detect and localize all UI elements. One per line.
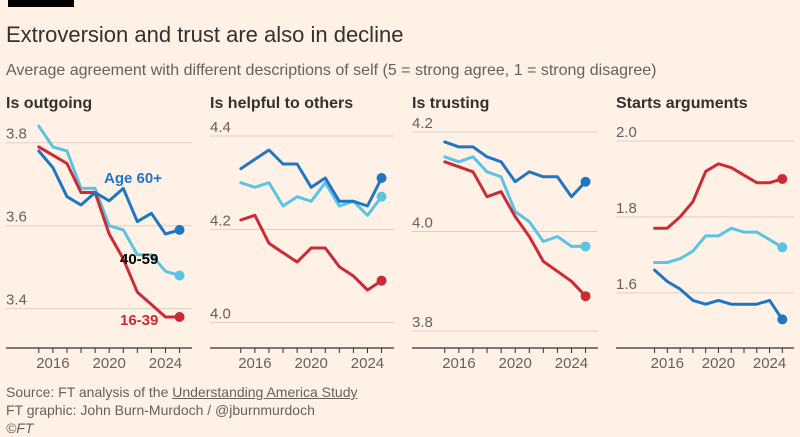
source-link[interactable]: Understanding America Study bbox=[172, 384, 358, 400]
x-tick-label: 2016 bbox=[238, 355, 271, 372]
y-tick-label: 4.0 bbox=[412, 215, 433, 232]
series-line-age-16-39 bbox=[443, 160, 588, 298]
series-line-age-16-39 bbox=[653, 162, 784, 230]
brand-bar bbox=[8, 0, 74, 7]
x-tick-label: 2024 bbox=[753, 355, 786, 372]
x-tick-label: 2020 bbox=[92, 355, 125, 372]
series-line-age-60-plus bbox=[653, 268, 784, 321]
x-tick-label: 2024 bbox=[351, 355, 384, 372]
credit-line: FT graphic: John Burn-Murdoch / @jburnmu… bbox=[6, 402, 315, 418]
chart-title: Extroversion and trust are also in decli… bbox=[6, 22, 404, 47]
y-tick-label: 3.4 bbox=[6, 292, 27, 309]
y-tick-label: 3.8 bbox=[6, 126, 27, 143]
chart-subtitle: Average agreement with different descrip… bbox=[6, 62, 657, 79]
series-line-age-40-59 bbox=[37, 124, 182, 277]
copyright: ©FT bbox=[6, 420, 34, 436]
endpoint-marker-age-16-39 bbox=[174, 311, 185, 322]
endpoint-marker-age-60-plus bbox=[580, 176, 591, 187]
endpoint-marker-age-60-plus bbox=[174, 224, 185, 235]
series-label-age-16-39: 16-39 bbox=[120, 312, 158, 329]
y-tick-label: 4.0 bbox=[210, 306, 231, 323]
series-line-age-60-plus bbox=[239, 148, 384, 208]
endpoint-marker-age-60-plus bbox=[376, 173, 387, 183]
x-tick-label: 2016 bbox=[651, 355, 684, 372]
source-line: Source: FT analysis of the Understanding… bbox=[6, 384, 357, 400]
x-tick-label: 2024 bbox=[555, 355, 588, 372]
y-tick-label: 4.2 bbox=[210, 212, 231, 229]
x-tick-label: 2020 bbox=[498, 355, 531, 372]
x-tick-label: 2024 bbox=[149, 355, 182, 372]
x-tick-label: 2020 bbox=[702, 355, 735, 372]
y-tick-label: 2.0 bbox=[616, 124, 637, 141]
series-label-age-40-59: 40-59 bbox=[120, 251, 158, 268]
y-tick-label: 4.4 bbox=[210, 119, 231, 136]
endpoint-marker-age-16-39 bbox=[777, 173, 788, 184]
series-line-age-60-plus bbox=[37, 149, 182, 236]
endpoint-marker-age-40-59 bbox=[174, 270, 185, 281]
y-tick-label: 1.6 bbox=[616, 276, 637, 293]
y-tick-label: 4.2 bbox=[412, 115, 433, 132]
x-tick-label: 2016 bbox=[36, 355, 69, 372]
y-tick-label: 3.8 bbox=[412, 314, 433, 331]
series-line-age-16-39 bbox=[37, 145, 182, 319]
panel-title-helpful: Is helpful to others bbox=[210, 95, 354, 112]
x-tick-label: 2020 bbox=[294, 355, 327, 372]
endpoint-marker-age-40-59 bbox=[376, 191, 387, 202]
endpoint-marker-age-40-59 bbox=[777, 242, 788, 253]
endpoint-marker-age-40-59 bbox=[580, 241, 591, 252]
series-line-age-40-59 bbox=[443, 155, 588, 248]
series-label-age-60-plus: Age 60+ bbox=[104, 170, 162, 187]
series-line-age-16-39 bbox=[239, 213, 384, 292]
series-line-age-40-59 bbox=[653, 226, 784, 264]
series-line-age-60-plus bbox=[443, 140, 588, 199]
y-tick-label: 3.6 bbox=[6, 209, 27, 226]
panel-title-arguments: Starts arguments bbox=[616, 95, 748, 112]
panel-title-outgoing: Is outgoing bbox=[6, 95, 93, 112]
source-prefix: Source: FT analysis of the bbox=[6, 384, 173, 400]
x-tick-label: 2016 bbox=[442, 355, 475, 372]
y-tick-label: 1.8 bbox=[616, 200, 637, 217]
series-line-age-40-59 bbox=[239, 181, 384, 217]
endpoint-marker-age-16-39 bbox=[376, 275, 387, 286]
endpoint-marker-age-60-plus bbox=[777, 314, 788, 325]
endpoint-marker-age-16-39 bbox=[580, 291, 591, 302]
panel-title-trusting: Is trusting bbox=[412, 95, 490, 112]
